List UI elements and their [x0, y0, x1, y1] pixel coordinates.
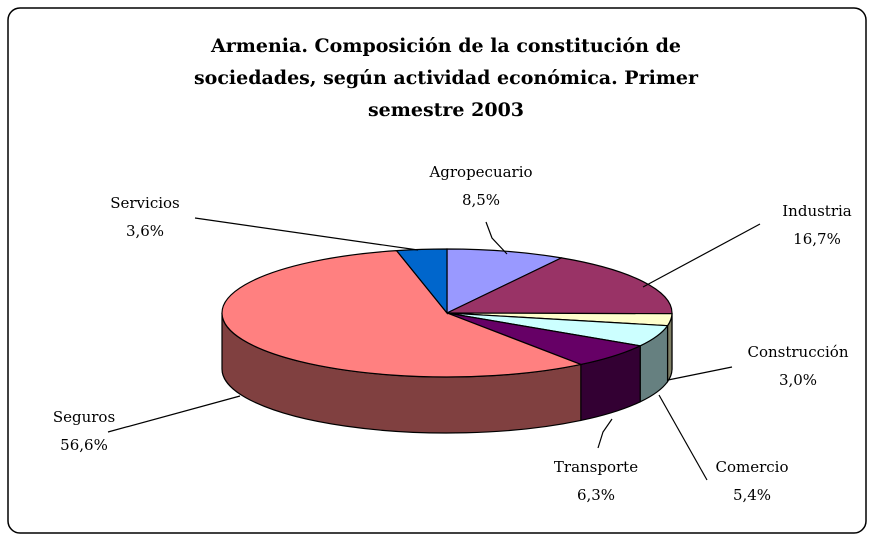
slice-label: Transporte [554, 458, 638, 476]
leader-line [642, 223, 761, 288]
slice-label: Industria [782, 202, 852, 220]
slice-label: Agropecuario [428, 163, 532, 181]
leader-line [667, 366, 733, 381]
slice-label: Comercio [715, 458, 788, 476]
leader-line [597, 418, 613, 449]
value-label: 6,3% [577, 486, 615, 504]
slice-label: Construcción [747, 343, 848, 361]
chart-title: Armenia. Composición de la constitución … [193, 35, 699, 121]
value-label: 16,7% [793, 230, 841, 248]
slice [446, 257, 673, 315]
leader-line [485, 221, 508, 255]
slice [395, 248, 448, 315]
value-label: 3,6% [126, 222, 164, 240]
slice-label: Seguros [53, 408, 115, 426]
leader-line [658, 394, 708, 481]
value-label: 8,5% [462, 191, 500, 209]
slice-label: Servicios [110, 194, 180, 212]
value-label: 5,4% [733, 486, 771, 504]
value-label: 3,0% [779, 371, 817, 389]
leader-line [107, 395, 241, 433]
leader-line [194, 217, 419, 251]
value-label: 56,6% [60, 436, 108, 454]
slice [446, 248, 564, 314]
slice [221, 250, 583, 378]
